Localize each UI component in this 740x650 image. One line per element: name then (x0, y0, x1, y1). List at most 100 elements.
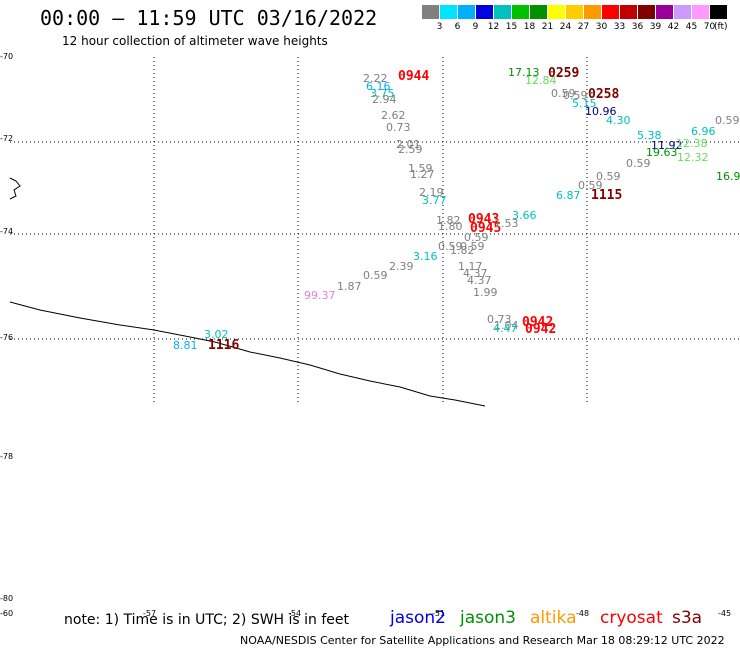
pass-time-label: 1115 (591, 188, 623, 203)
legend-label: 21 (541, 22, 554, 32)
lon-label: -57 (143, 609, 157, 618)
wave-height-label: 0.59 (596, 170, 621, 183)
wave-height-label: 2.01 (396, 138, 421, 151)
wave-height-label: 10.96 (585, 105, 617, 118)
wave-height-label: 3.16 (413, 250, 438, 263)
legend-label: 18 (523, 22, 536, 32)
wave-height-label: 0.59 (460, 240, 485, 253)
pass-time-label: 0945 (470, 221, 502, 236)
wave-height-label: 0.59 (626, 157, 651, 170)
wave-height-label: 5.38 (637, 129, 662, 142)
legend-swatch (710, 5, 727, 19)
lon-label: -60 (0, 609, 14, 618)
wave-height-label: 6.96 (691, 125, 716, 138)
legend-swatch (512, 5, 529, 19)
wave-height-label: 1.53 (494, 217, 519, 230)
pass-time-label: 0944 (398, 69, 430, 84)
legend-label: 39 (649, 22, 662, 32)
pass-time-label: 0943 (468, 212, 500, 227)
wave-height-label: 12.84 (525, 74, 557, 87)
lon-label: -48 (576, 609, 590, 618)
legend-label: 36 (631, 22, 644, 32)
satellite-jason2: jason2 (390, 608, 446, 628)
wave-height-label: 2.59 (398, 143, 423, 156)
wave-height-label: 1.87 (337, 280, 362, 293)
wave-height-label: 1.82 (450, 244, 475, 257)
lat-label: -70 (0, 52, 14, 61)
wave-height-label: 3.66 (512, 209, 537, 222)
wave-height-label: 99.37 (304, 289, 336, 302)
legend-swatch (458, 5, 475, 19)
wave-height-label: 0.59 (578, 179, 603, 192)
satellite-cryosat: cryosat (600, 608, 663, 628)
legend-label: 12 (487, 22, 500, 32)
coastline (9, 301, 486, 407)
wave-height-label: 0.59 (551, 87, 576, 100)
legend-swatch (656, 5, 673, 19)
wave-height-label: 19.63 (646, 146, 678, 159)
pass-time-label: 0942 (525, 322, 557, 337)
satellite-s3a: s3a (672, 608, 703, 628)
legend-label: 15 (505, 22, 518, 32)
legend-swatch (422, 5, 439, 19)
legend-swatch (494, 5, 511, 19)
wave-height-label: 0.59 (363, 269, 388, 282)
legend-swatch (674, 5, 691, 19)
lat-label: -74 (0, 227, 14, 236)
lon-label: -51 (432, 609, 446, 618)
map-title: 00:00 – 11:59 UTC 03/16/2022 (40, 6, 378, 30)
wave-height-label: 1.80 (438, 220, 463, 233)
legend-swatch (566, 5, 583, 19)
wave-height-label: 6.87 (556, 189, 581, 202)
wave-height-label: 17.13 (508, 66, 540, 79)
lat-label: -76 (0, 333, 14, 342)
legend-label: 9 (472, 22, 479, 32)
map-subtitle: 12 hour collection of altimeter wave hei… (62, 34, 328, 48)
pass-time-label: 1116 (208, 338, 240, 353)
legend-swatch (584, 5, 601, 19)
legend-unit: (ft) (714, 22, 728, 32)
legend-swatch (476, 5, 493, 19)
lon-label: -45 (718, 609, 732, 618)
wave-height-label: 1.99 (473, 286, 498, 299)
color-scale-legend: (ft) 3 6 9 12 15 18 21 24 27 30 33 36 39 42 45 70 (422, 5, 728, 35)
wave-height-label: 5.15 (572, 97, 597, 110)
wave-height-label: 4.37 (467, 274, 492, 287)
wave-height-label: 0.73 (487, 313, 512, 326)
wave-height-label: 0.59 (464, 231, 489, 244)
wave-height-label: 1.17 (458, 260, 483, 273)
wave-height-label: 3.77 (422, 194, 447, 207)
legend-swatch (548, 5, 565, 19)
legend-swatch (530, 5, 547, 19)
wave-height-label: 2.19 (419, 186, 444, 199)
wave-height-label: 6.16 (366, 80, 391, 93)
legend-label: 45 (685, 22, 698, 32)
wave-height-label: 4.30 (606, 114, 631, 127)
wave-height-label: 0.59 (715, 114, 740, 127)
legend-label: 27 (577, 22, 590, 32)
legend-label: 33 (613, 22, 626, 32)
lat-label: -78 (0, 452, 14, 461)
graticule (10, 57, 740, 405)
pass-time-label: 0942 (522, 315, 554, 330)
legend-swatch (620, 5, 637, 19)
pass-time-label: 0258 (588, 87, 620, 102)
legend-label: 30 (595, 22, 608, 32)
wave-height-label: 0.59 (438, 240, 463, 253)
legend-label: 6 (454, 22, 461, 32)
wave-height-label: 16.97 (716, 170, 740, 183)
wave-height-label: 12.38 (676, 137, 708, 150)
wave-height-label: 1.59 (408, 162, 433, 175)
footer-note: note: 1) Time is in UTC; 2) SWH is in fe… (64, 612, 350, 628)
wave-height-label: 1.82 (436, 214, 461, 227)
wave-height-label: 2.94 (372, 93, 397, 106)
wave-height-label: 1.27 (410, 168, 435, 181)
wave-height-label: 8.81 (173, 339, 198, 352)
satellite-altika: altika (530, 608, 577, 628)
wave-height-label: 4.47 (493, 322, 518, 335)
wave-height-label: 11.92 (651, 139, 683, 152)
legend-swatch (692, 5, 709, 19)
legend-label: 42 (667, 22, 680, 32)
pass-time-label: 0259 (548, 66, 580, 81)
wave-height-label: 2.62 (381, 109, 406, 122)
